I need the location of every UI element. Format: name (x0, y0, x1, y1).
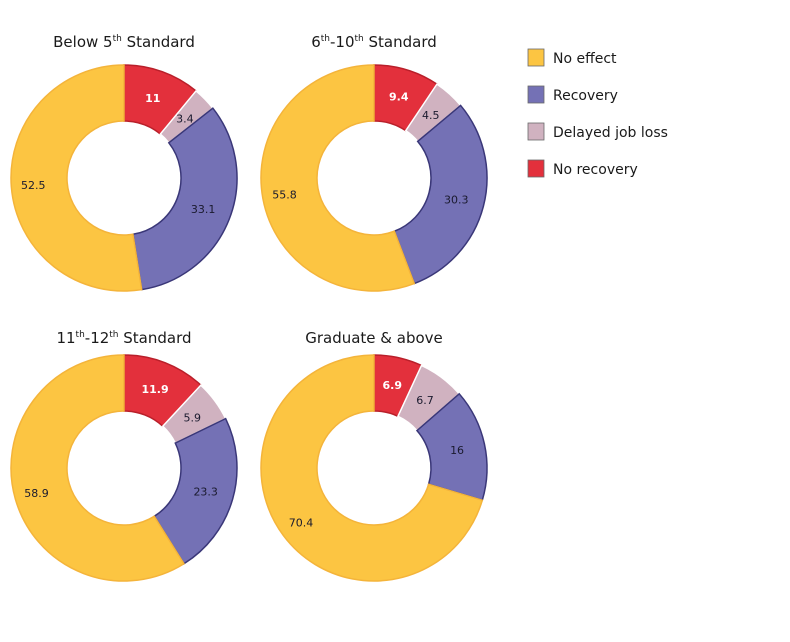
slice-label-no-effect: 55.8 (272, 188, 297, 201)
legend-item-no-effect: No effect (527, 48, 617, 67)
slice-label-no-effect: 70.4 (289, 516, 314, 529)
slice-no-effect (260, 354, 484, 582)
slice-label-recovery: 33.1 (191, 203, 216, 216)
legend: No effect Recovery Delayed job loss No reco… (527, 48, 668, 178)
slice-label-recovery: 16 (450, 444, 464, 457)
chart-title: 11th-12th Standard (56, 329, 191, 347)
slice-recovery (153, 417, 238, 565)
slice-label-no-effect: 58.9 (24, 487, 49, 500)
chart-title-part: Standard (364, 33, 437, 51)
slice-label-delayed: 3.4 (176, 113, 194, 126)
chart-title-part: Standard (122, 33, 195, 51)
chart-title: 6th-10th Standard (311, 33, 437, 51)
chart-title: Below 5th Standard (53, 33, 195, 51)
legend-label: No recovery (553, 162, 638, 178)
chart-title-part: 11 (56, 329, 75, 347)
chart-title-part: Standard (119, 329, 192, 347)
slice-recovery (393, 104, 488, 285)
slice-label-delayed: 4.5 (422, 109, 440, 122)
legend-label: No effect (553, 51, 617, 67)
chart-title-superscript: th (321, 34, 330, 44)
slice-label-recovery: 23.3 (193, 485, 218, 498)
slice-label-delayed: 6.7 (416, 394, 434, 407)
legend-item-delayed: Delayed job loss (527, 122, 668, 141)
legend-item-recovery: Recovery (527, 85, 618, 104)
slice-no-effect (260, 64, 416, 292)
chart-title-superscript: th (109, 330, 118, 340)
chart-title-part: Below 5 (53, 33, 112, 51)
chart-title-part: -12 (85, 329, 110, 347)
slice-no-effect (10, 354, 185, 582)
chart-title-part: 6 (311, 33, 321, 51)
legend-swatch (527, 85, 545, 104)
legend-swatch (527, 159, 545, 178)
slice-label-no-recovery: 11 (145, 92, 160, 105)
chart-title-superscript: th (355, 34, 364, 44)
slice-label-delayed: 5.9 (184, 411, 202, 424)
slice-recovery (132, 107, 238, 291)
chart-title: Graduate & above (305, 329, 443, 347)
legend-label: Delayed job loss (553, 125, 668, 141)
slice-label-recovery: 30.3 (444, 193, 469, 206)
donut-chart-1: Below 5th Standard 11 3.4 33.1 52.5 (10, 33, 238, 292)
chart-title-superscript: th (76, 330, 85, 340)
slice-label-no-recovery: 11.9 (141, 383, 168, 396)
donut-chart-4: Graduate & above 6.9 6.7 16 70.4 (260, 329, 488, 582)
legend-swatch (527, 48, 545, 67)
slice-label-no-recovery: 6.9 (383, 379, 403, 392)
slice-label-no-effect: 52.5 (21, 179, 46, 192)
chart-title-part: Graduate & above (305, 329, 443, 347)
slice-no-effect (10, 64, 143, 292)
legend-item-no-recovery: No recovery (527, 159, 638, 178)
legend-label: Recovery (553, 88, 618, 104)
legend-swatch (527, 122, 545, 141)
chart-title-part: -10 (330, 33, 355, 51)
slice-label-no-recovery: 9.4 (389, 91, 409, 104)
chart-title-superscript: th (113, 34, 122, 44)
